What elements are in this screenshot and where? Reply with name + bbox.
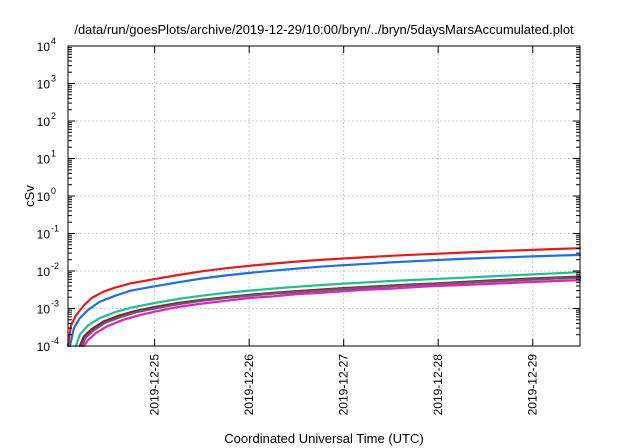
y-tick-exponent: 3 [51,74,56,84]
x-tick-label: 2019-12-29 [526,354,540,416]
y-axis-label: cSv [22,185,37,207]
y-tick-label: 10 [37,115,51,129]
y-tick-label: 10 [37,40,51,54]
y-tick-exponent: 0 [51,186,56,196]
x-tick-label: 2019-12-26 [242,354,256,416]
x-tick-label: 2019-12-25 [148,354,162,416]
x-tick-labels: 2019-12-25 2019-12-26 2019-12-27 2019-12-28… [148,354,540,416]
series-line-1 [66,247,582,348]
series-line-2 [68,253,582,348]
series-layer [66,247,582,348]
y-tick-exponent: 4 [51,36,56,46]
y-tick-exponent: -1 [51,224,59,234]
y-tick-label: 10 [37,265,51,279]
x-axis-label: Coordinated Universal Time (UTC) [224,431,423,446]
ticks [68,45,580,347]
series-line-5 [80,276,582,348]
y-tick-exponent: -3 [51,299,59,309]
series-line-3 [74,271,582,348]
y-tick-exponent: 2 [51,111,56,121]
y-tick-exponent: -2 [51,261,59,271]
grid [68,46,580,346]
x-tick-label: 2019-12-28 [431,354,445,416]
series-line-6 [82,279,582,348]
y-tick-exponent: -4 [51,336,59,346]
y-tick-label: 10 [37,303,51,317]
y-tick-exponent: 1 [51,149,56,159]
y-tick-label: 10 [37,190,51,204]
y-tick-label: 10 [37,340,51,354]
y-tick-label: 10 [37,78,51,92]
y-tick-label: 10 [37,153,51,167]
chart-title: /data/run/goesPlots/archive/2019-12-29/1… [74,22,574,37]
x-tick-label: 2019-12-27 [337,354,351,416]
y-tick-label: 10 [37,228,51,242]
